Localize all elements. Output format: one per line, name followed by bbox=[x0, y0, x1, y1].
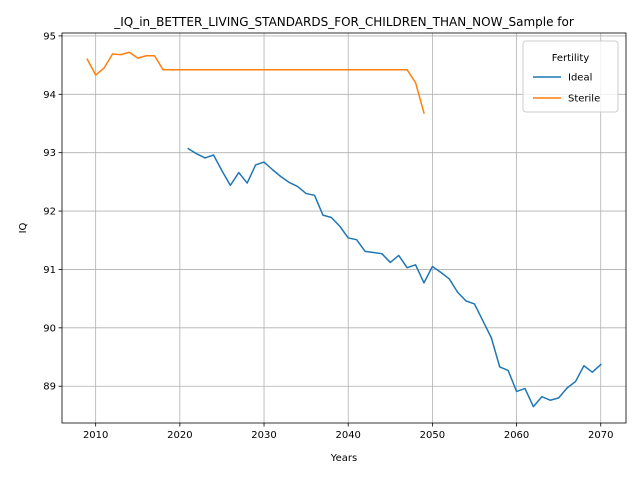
y-tick-label: 89 bbox=[43, 382, 56, 393]
y-tick-label: 93 bbox=[43, 148, 56, 159]
y-axis-label: IQ bbox=[18, 222, 29, 233]
axis-ticks: 2010 2020 2030 2040 2050 2060 2070 89 90 91 92 93 94… bbox=[43, 31, 613, 441]
y-tick-label: 95 bbox=[43, 31, 56, 42]
chart-title: _IQ_in_BETTER_LIVING_STANDARDS_FOR_CHILD… bbox=[113, 15, 574, 29]
y-tick-label: 90 bbox=[43, 323, 56, 334]
y-tick-label: 92 bbox=[43, 207, 56, 218]
series-line-sterile bbox=[86, 51, 425, 114]
legend: Fertility Ideal Sterile bbox=[522, 40, 619, 113]
legend-title: Fertility bbox=[552, 53, 590, 64]
x-tick-label: 2040 bbox=[335, 430, 360, 441]
legend-label-sterile: Sterile bbox=[568, 94, 600, 105]
x-tick-label: 2070 bbox=[588, 430, 613, 441]
y-tick-label: 94 bbox=[43, 90, 56, 101]
legend-label-ideal: Ideal bbox=[568, 73, 592, 84]
plot-frame bbox=[61, 32, 627, 424]
x-tick-label: 2030 bbox=[251, 430, 276, 441]
legend-box bbox=[522, 40, 619, 113]
x-axis-label: Years bbox=[330, 453, 357, 464]
series-line-ideal bbox=[187, 147, 602, 408]
x-tick-label: 2010 bbox=[83, 430, 108, 441]
y-tick-label: 91 bbox=[43, 265, 56, 276]
x-tick-label: 2020 bbox=[167, 430, 192, 441]
grid bbox=[62, 33, 626, 423]
series-lines bbox=[86, 51, 602, 408]
legend-items: Ideal Sterile bbox=[533, 73, 600, 105]
x-tick-label: 2060 bbox=[504, 430, 529, 441]
x-tick-label: 2050 bbox=[420, 430, 445, 441]
